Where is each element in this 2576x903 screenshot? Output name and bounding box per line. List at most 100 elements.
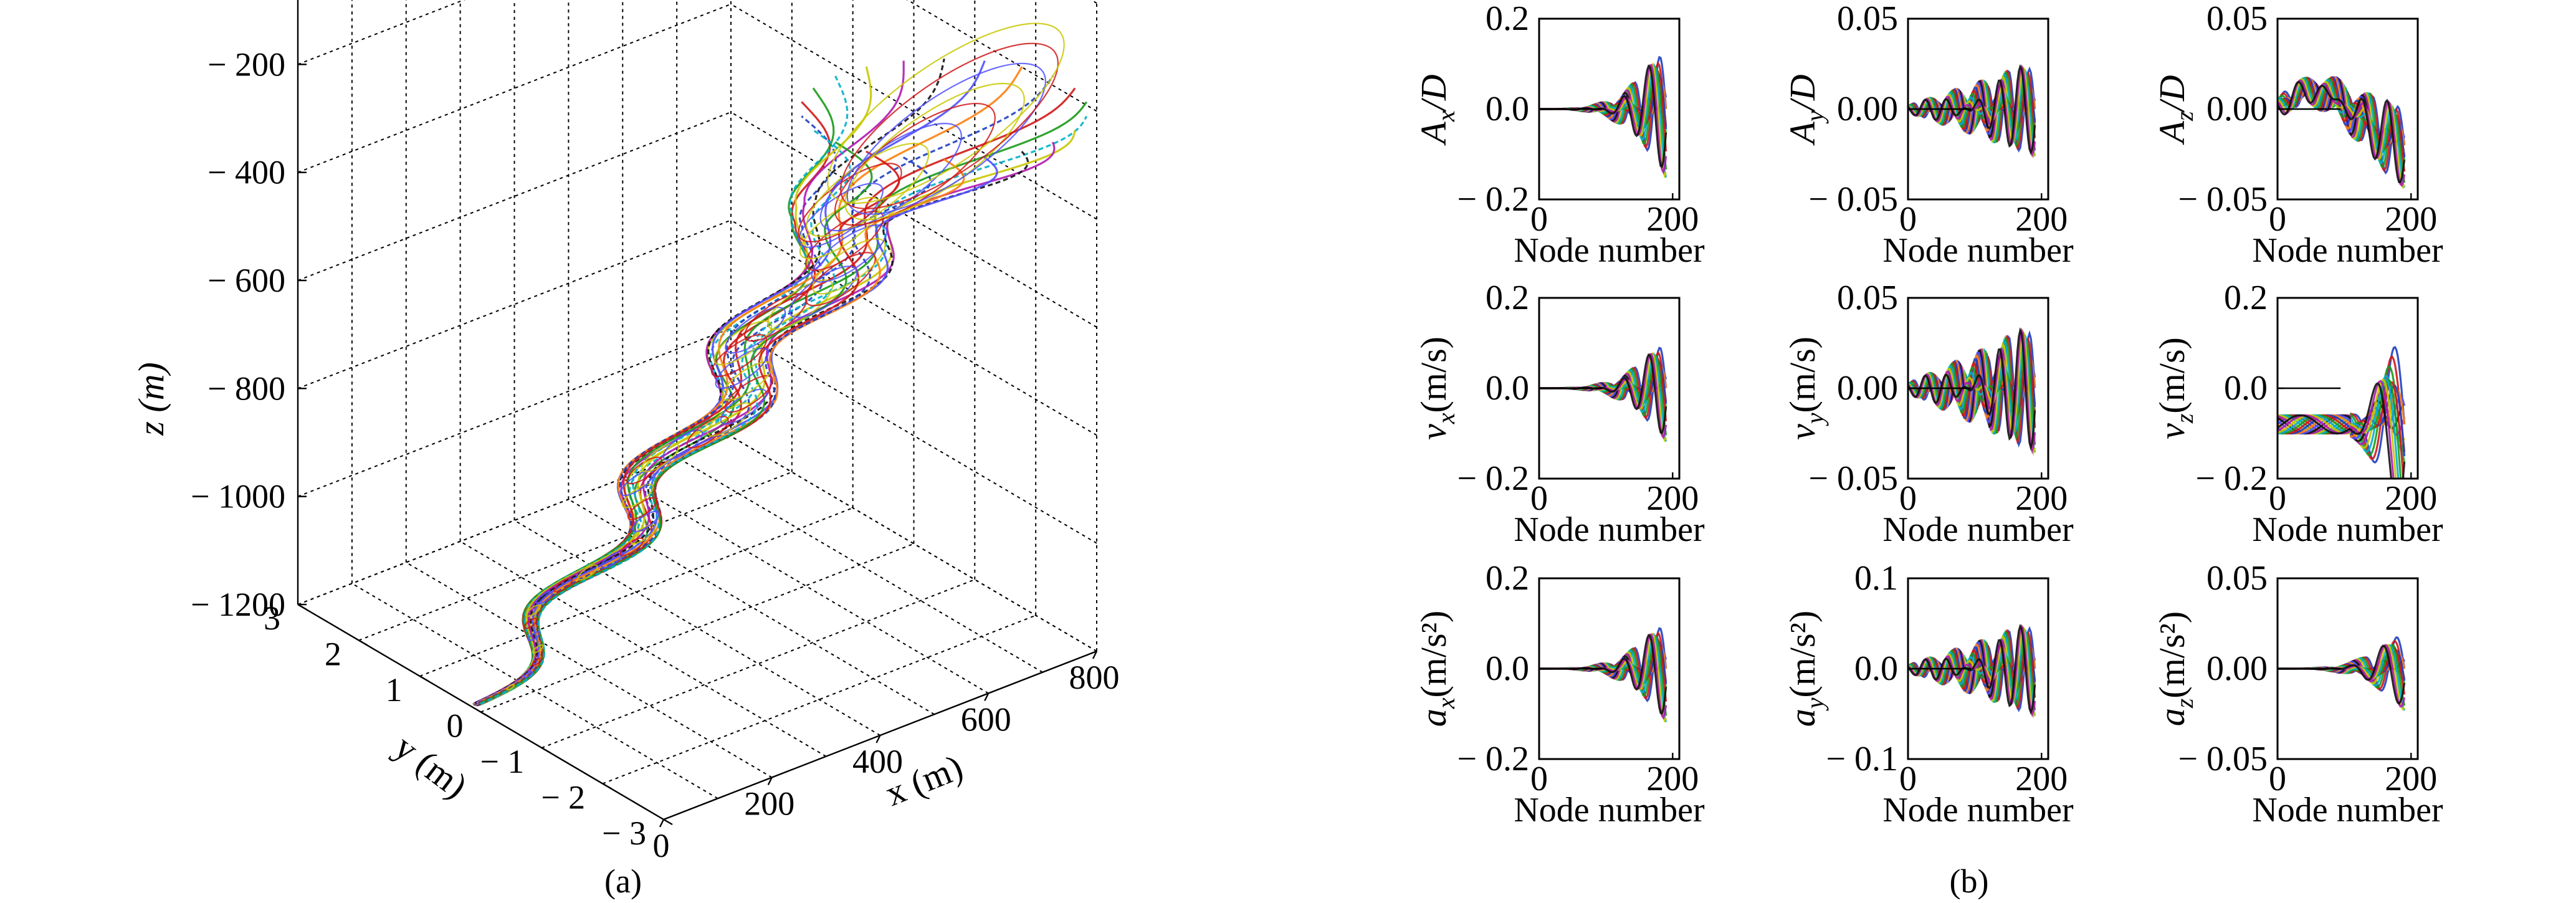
riser-hoop [532,644,544,654]
x-tick [767,776,773,786]
grid-line [906,0,1097,112]
y-tick-label: − 0.05 [1808,459,1898,498]
y-tick [419,675,429,682]
riser-hoop [601,551,624,569]
subplot-curves [1539,55,1667,179]
z-tick-label: − 400 [208,154,285,191]
x-tick [659,819,665,828]
grid-line [297,327,732,497]
x-axis-label: Node number [1514,791,1705,829]
y-tick [297,603,307,611]
riser-snapshot-line [474,60,986,707]
y-tick [602,783,612,790]
riser-hoop [523,618,538,629]
y-tick-label: 0.2 [1486,559,1529,598]
riser-hoop [525,604,541,617]
riser-hoop [641,442,680,472]
snapshot-line [2278,382,2406,479]
y-tick-label: − 0.2 [1457,459,1529,498]
y-axis-label: ay(m/s²) [1782,611,1829,727]
riser-hoop [631,510,660,532]
y-tick-label: 0.0 [1486,649,1529,688]
grid-line [730,112,1097,328]
y-tick-label: 0.00 [2206,649,2268,688]
y-tick-label: 0.05 [1837,0,1898,38]
y-axis-label: vx(m/s) [1413,337,1460,440]
subplot-curves [1908,624,2036,719]
subplot-curves [2278,636,2406,711]
x-tick-label: 0 [1530,200,1548,239]
grid-line [730,219,1097,436]
x-tick-label: 0 [1899,760,1917,798]
x-axis-label: Node number [1514,510,1705,549]
y-axis-label: vz(m/s) [2152,337,2198,439]
grid-line [351,583,718,800]
subplot-curves [1539,627,1667,723]
snapshot-line [2278,78,2405,189]
grid-line [297,436,732,605]
y-tick-label: − 0.05 [2178,740,2268,778]
x-axis-label: Node number [1882,791,2074,829]
riser-hoop [819,123,962,232]
z-axis-label: z (m) [131,362,171,436]
x-tick-label: 200 [1646,479,1699,518]
y-tick-label: 0.0 [2224,369,2268,408]
riser-hoop [621,484,654,509]
y-tick-label: − 0.05 [1808,180,1898,219]
y-tick-label: 0.05 [2206,559,2268,598]
y-tick-label: 0.05 [1837,279,1898,317]
caption-a: (a) [604,862,642,900]
riser-hoop [812,238,886,295]
y-tick-label: − 0.1 [1826,740,1898,778]
riser-hoop [686,416,729,449]
x-tick-label: 0 [1530,479,1548,518]
subplot-curves [1539,346,1667,442]
x-tick-label: 200 [744,785,794,823]
y-tick-label: 0.00 [2206,90,2268,128]
x-axis-label: Node number [2252,231,2443,270]
riser-snapshot-lines [472,22,1088,707]
snapshot-line [2278,378,2400,479]
riser-hoop [805,211,884,271]
y-tick-label: − 2 [541,779,585,816]
x-axis-label: Node number [2252,791,2443,829]
riser-hoop [724,375,774,413]
y-tick-label: 0.00 [1837,369,1898,408]
z-tick-label: − 800 [208,370,285,407]
riser-hoop [662,429,704,461]
grid-line [622,477,989,694]
snapshot-line [2278,389,2406,438]
y-tick-label: − 0.2 [2195,459,2268,498]
grid-line [602,614,1036,785]
grid-line [406,561,773,778]
x-axis-label: Node number [1514,231,1705,270]
riser-snapshot-line [480,129,851,705]
y-axis-label: vy(m/s) [1782,337,1829,440]
riser-snapshot-line [479,150,900,704]
riser-hoop [713,320,773,366]
x-tick-label: 200 [2015,479,2068,518]
riser-snapshot-line [474,141,1056,704]
grid-line [730,327,1097,544]
riser-hoop [725,307,786,354]
x-tick-label: 200 [1646,760,1699,798]
snapshot-line [1908,624,2036,717]
y-tick-label: − 0.2 [1457,180,1529,219]
riser-snapshot-line [472,115,1088,705]
y-tick-label: 0.00 [1837,90,1898,128]
y-tick-label: 0.0 [1486,90,1529,128]
subplot-curves [2278,345,2406,479]
grid-line [358,471,793,641]
x-tick-label: 0 [2269,479,2286,518]
x-tick-label: 600 [961,701,1011,738]
y-tick-label: − 1 [480,743,524,780]
riser-hoop [627,497,657,520]
y-tick [358,639,368,646]
x-tick-label: 0 [1530,760,1548,798]
grid-line [513,520,881,736]
y-tick-label: 1 [386,671,403,709]
